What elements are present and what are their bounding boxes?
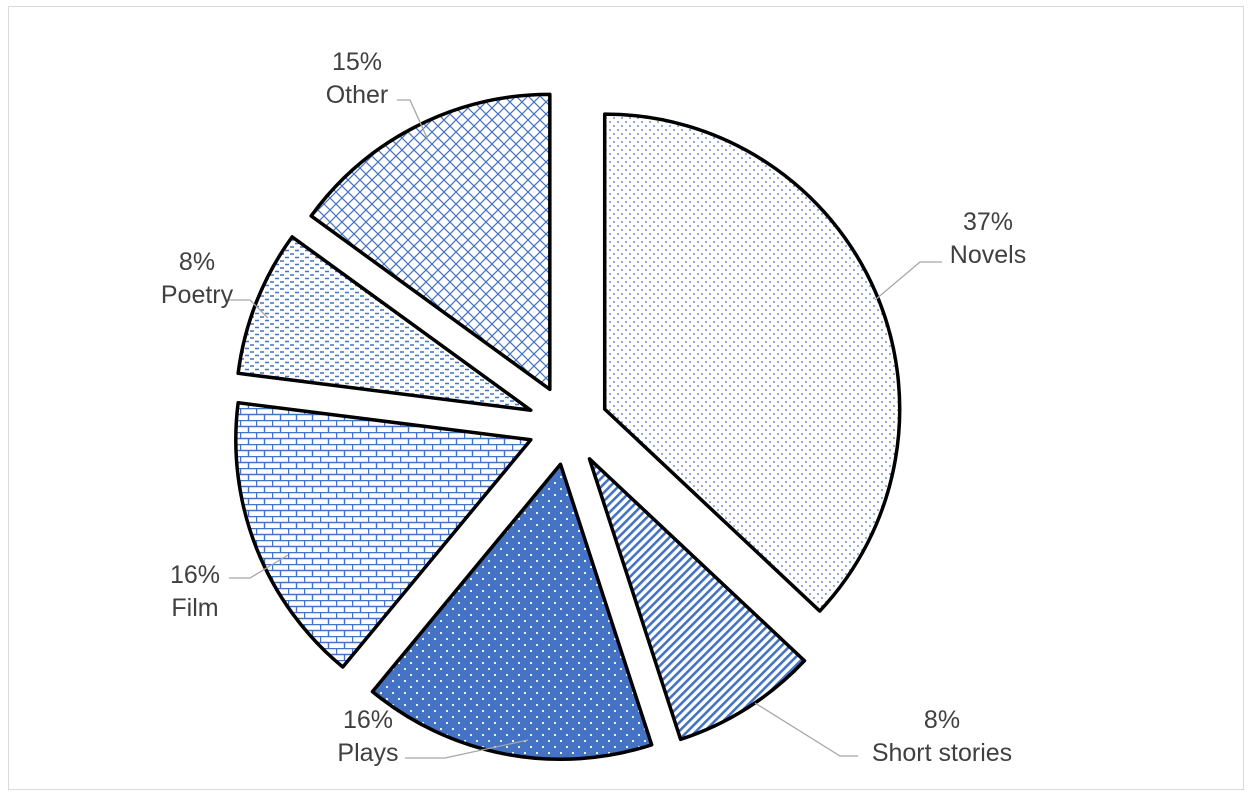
leader-lines xyxy=(229,99,942,759)
data-labels: 37% Novels 8% Short stories 16% Plays 16% Film 8… xyxy=(161,48,1026,767)
leader-line-novels xyxy=(874,261,942,301)
data-label-percent: 37% xyxy=(963,208,1013,236)
data-label-percent: 16% xyxy=(343,706,393,734)
leader-line-poetry xyxy=(229,299,269,319)
data-label-other: 15% Other xyxy=(326,48,389,109)
leader-line-other xyxy=(397,99,429,141)
data-label-novels: 37% Novels xyxy=(950,208,1026,269)
data-label-poetry: 8% Poetry xyxy=(161,248,234,309)
data-label-category: Film xyxy=(171,594,218,622)
pie-slice-poetry xyxy=(236,235,533,413)
data-label-percent: 15% xyxy=(332,48,382,76)
data-label-category: Other xyxy=(326,81,389,109)
data-label-short-stories: 8% Short stories xyxy=(872,706,1012,767)
data-label-percent: 8% xyxy=(179,248,215,276)
pie-slice-film xyxy=(234,401,533,669)
leader-line-plays xyxy=(405,739,529,759)
data-label-category: Poetry xyxy=(161,281,234,309)
pie-slices xyxy=(234,92,902,761)
data-label-category: Novels xyxy=(950,241,1026,269)
data-label-film: 16% Film xyxy=(170,561,220,622)
leader-line-film xyxy=(229,554,289,579)
pie-slice-novels xyxy=(602,112,902,613)
data-label-percent: 8% xyxy=(924,706,960,734)
data-label-percent: 16% xyxy=(170,561,220,589)
data-label-category: Plays xyxy=(337,739,398,767)
pie-slice-other xyxy=(309,92,552,392)
leader-line-short-stories xyxy=(754,702,858,757)
pie-slice-plays xyxy=(370,462,654,761)
data-label-plays: 16% Plays xyxy=(337,706,398,767)
data-label-category: Short stories xyxy=(872,739,1012,767)
pie-slice-short-stories xyxy=(587,457,807,742)
